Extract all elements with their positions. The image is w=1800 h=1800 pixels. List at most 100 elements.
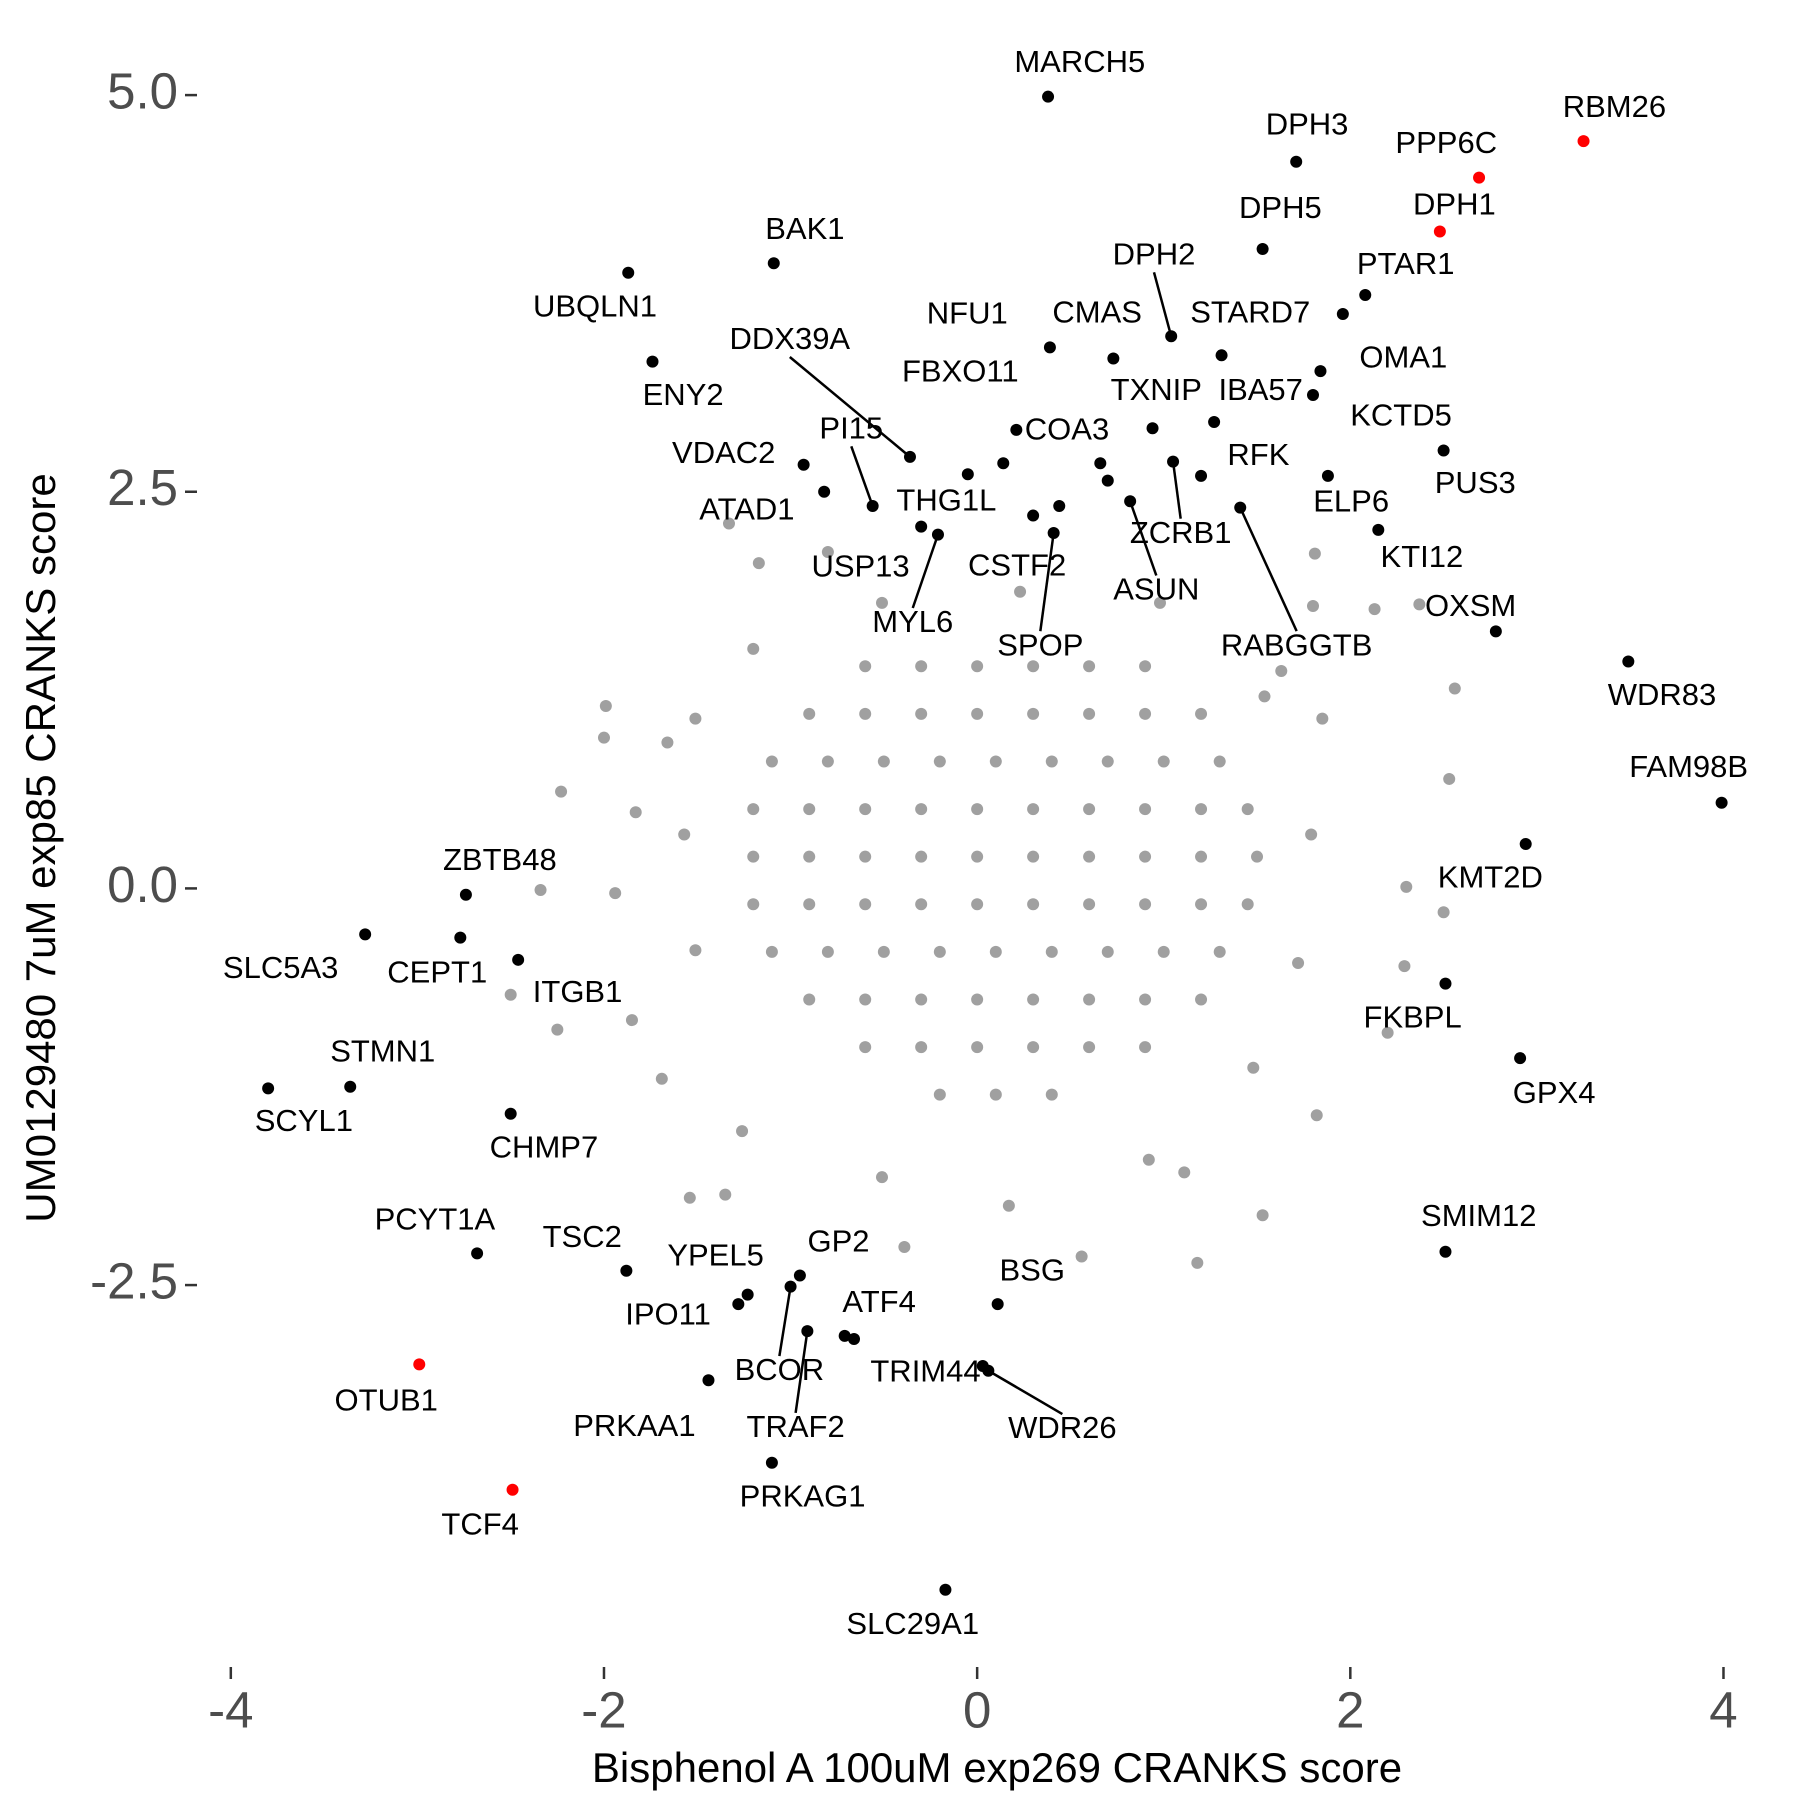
background-point [971, 707, 984, 720]
background-point [1292, 956, 1305, 969]
background-point [1213, 945, 1226, 958]
background-point [504, 988, 517, 1001]
background-point [915, 803, 928, 816]
background-point [747, 803, 760, 816]
background-point [1310, 1109, 1323, 1122]
point-label: DPH2 [1113, 237, 1196, 272]
leader-line [911, 534, 940, 609]
background-point [1195, 898, 1208, 911]
point-label: PCYT1A [375, 1201, 496, 1236]
background-point [1195, 707, 1208, 720]
background-point [1381, 1026, 1394, 1039]
highlight-point [1715, 796, 1728, 809]
highlight-point [1359, 289, 1372, 302]
point-label: NFU1 [927, 296, 1008, 331]
background-point [1083, 707, 1096, 720]
highlight-point [1101, 474, 1114, 487]
background-point [803, 707, 816, 720]
background-point [1448, 682, 1461, 695]
highlight-point [1577, 135, 1590, 148]
highlight-point [1094, 457, 1107, 470]
point-label: PPP6C [1395, 125, 1497, 160]
point-label: RFK [1227, 437, 1289, 472]
highlight-point [903, 450, 916, 463]
highlight-point [848, 1333, 861, 1346]
highlight-point [506, 1483, 519, 1496]
highlight-point [1336, 308, 1349, 321]
point-label: UBQLN1 [533, 289, 657, 324]
background-point [1027, 993, 1040, 1006]
background-point [1251, 850, 1264, 863]
leader-line [850, 445, 874, 507]
point-label: BSG [999, 1252, 1064, 1287]
background-point [875, 1171, 888, 1184]
background-point [1139, 803, 1152, 816]
highlight-point [1010, 423, 1023, 436]
point-label: TXNIP [1111, 372, 1202, 407]
highlight-point [454, 931, 467, 944]
background-point [1083, 850, 1096, 863]
background-point [1027, 898, 1040, 911]
x-tick-label: 0 [963, 1681, 991, 1738]
point-label: CEPT1 [387, 954, 487, 989]
background-point [1101, 755, 1114, 768]
background-point [971, 660, 984, 673]
x-axis-title: Bisphenol A 100uM exp269 CRANKS score [592, 1744, 1402, 1791]
background-point [1241, 898, 1254, 911]
leader-line [1039, 532, 1055, 632]
background-point [752, 557, 765, 570]
background-point [661, 736, 674, 749]
point-label: ELP6 [1313, 484, 1389, 519]
background-point [971, 850, 984, 863]
x-tick-label: -2 [581, 1681, 626, 1738]
background-point [719, 1188, 732, 1201]
highlight-point [1433, 225, 1446, 238]
background-point [625, 1014, 638, 1027]
background-point [1437, 906, 1450, 919]
highlight-point [504, 1107, 517, 1120]
point-label: OTUB1 [335, 1382, 438, 1417]
highlight-point [818, 485, 831, 498]
background-point [898, 1240, 911, 1253]
background-point [1157, 945, 1170, 958]
leader-line [794, 1330, 809, 1414]
y-tick-label: 5.0 [107, 63, 178, 120]
background-point [765, 755, 778, 768]
highlight-point [765, 1456, 778, 1469]
point-label: KCTD5 [1350, 398, 1452, 433]
background-point [1195, 803, 1208, 816]
point-label: FBXO11 [902, 354, 1019, 389]
highlight-point [991, 1298, 1004, 1311]
highlight-point [344, 1080, 357, 1093]
point-label: ASUN [1113, 572, 1199, 607]
highlight-point [1043, 341, 1056, 354]
leader-line [1239, 507, 1298, 632]
highlight-point [1146, 422, 1159, 435]
background-point [859, 803, 872, 816]
highlight-point [732, 1298, 745, 1311]
background-point [803, 803, 816, 816]
point-label: WDR26 [1008, 1410, 1117, 1445]
background-point [859, 707, 872, 720]
background-point [1101, 945, 1114, 958]
background-point [534, 884, 547, 897]
background-point [1368, 603, 1381, 616]
point-label: SMIM12 [1421, 1198, 1536, 1233]
highlight-point [1473, 171, 1486, 184]
background-point [859, 850, 872, 863]
point-label: TRIM44 [870, 1353, 980, 1388]
highlight-point [1047, 527, 1060, 540]
point-label: IBA57 [1218, 372, 1302, 407]
y-axis-title: UM0129480 7uM exp85 CRANKS score [17, 473, 64, 1222]
highlight-point [838, 1329, 851, 1342]
background-point [597, 731, 610, 744]
background-point [859, 1041, 872, 1054]
background-point [1400, 880, 1413, 893]
background-point [1316, 712, 1329, 725]
background-point [971, 993, 984, 1006]
highlight-point [1167, 455, 1180, 468]
point-label: ATF4 [842, 1284, 916, 1319]
y-tick-label: 2.5 [107, 459, 178, 516]
background-point [1305, 828, 1318, 841]
